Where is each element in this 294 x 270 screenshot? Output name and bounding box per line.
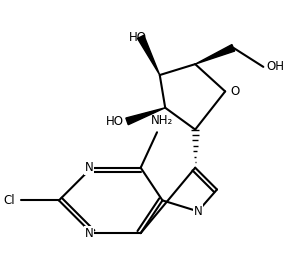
Text: N: N bbox=[193, 205, 202, 218]
Text: N: N bbox=[84, 227, 93, 239]
Polygon shape bbox=[195, 45, 235, 64]
Text: O: O bbox=[230, 85, 240, 98]
Text: HO: HO bbox=[129, 31, 147, 45]
Polygon shape bbox=[138, 35, 160, 75]
Text: OH: OH bbox=[266, 60, 284, 73]
Text: HO: HO bbox=[106, 115, 124, 128]
Text: N: N bbox=[84, 161, 93, 174]
Text: NH₂: NH₂ bbox=[151, 114, 173, 127]
Polygon shape bbox=[126, 108, 165, 125]
Text: Cl: Cl bbox=[4, 194, 15, 207]
